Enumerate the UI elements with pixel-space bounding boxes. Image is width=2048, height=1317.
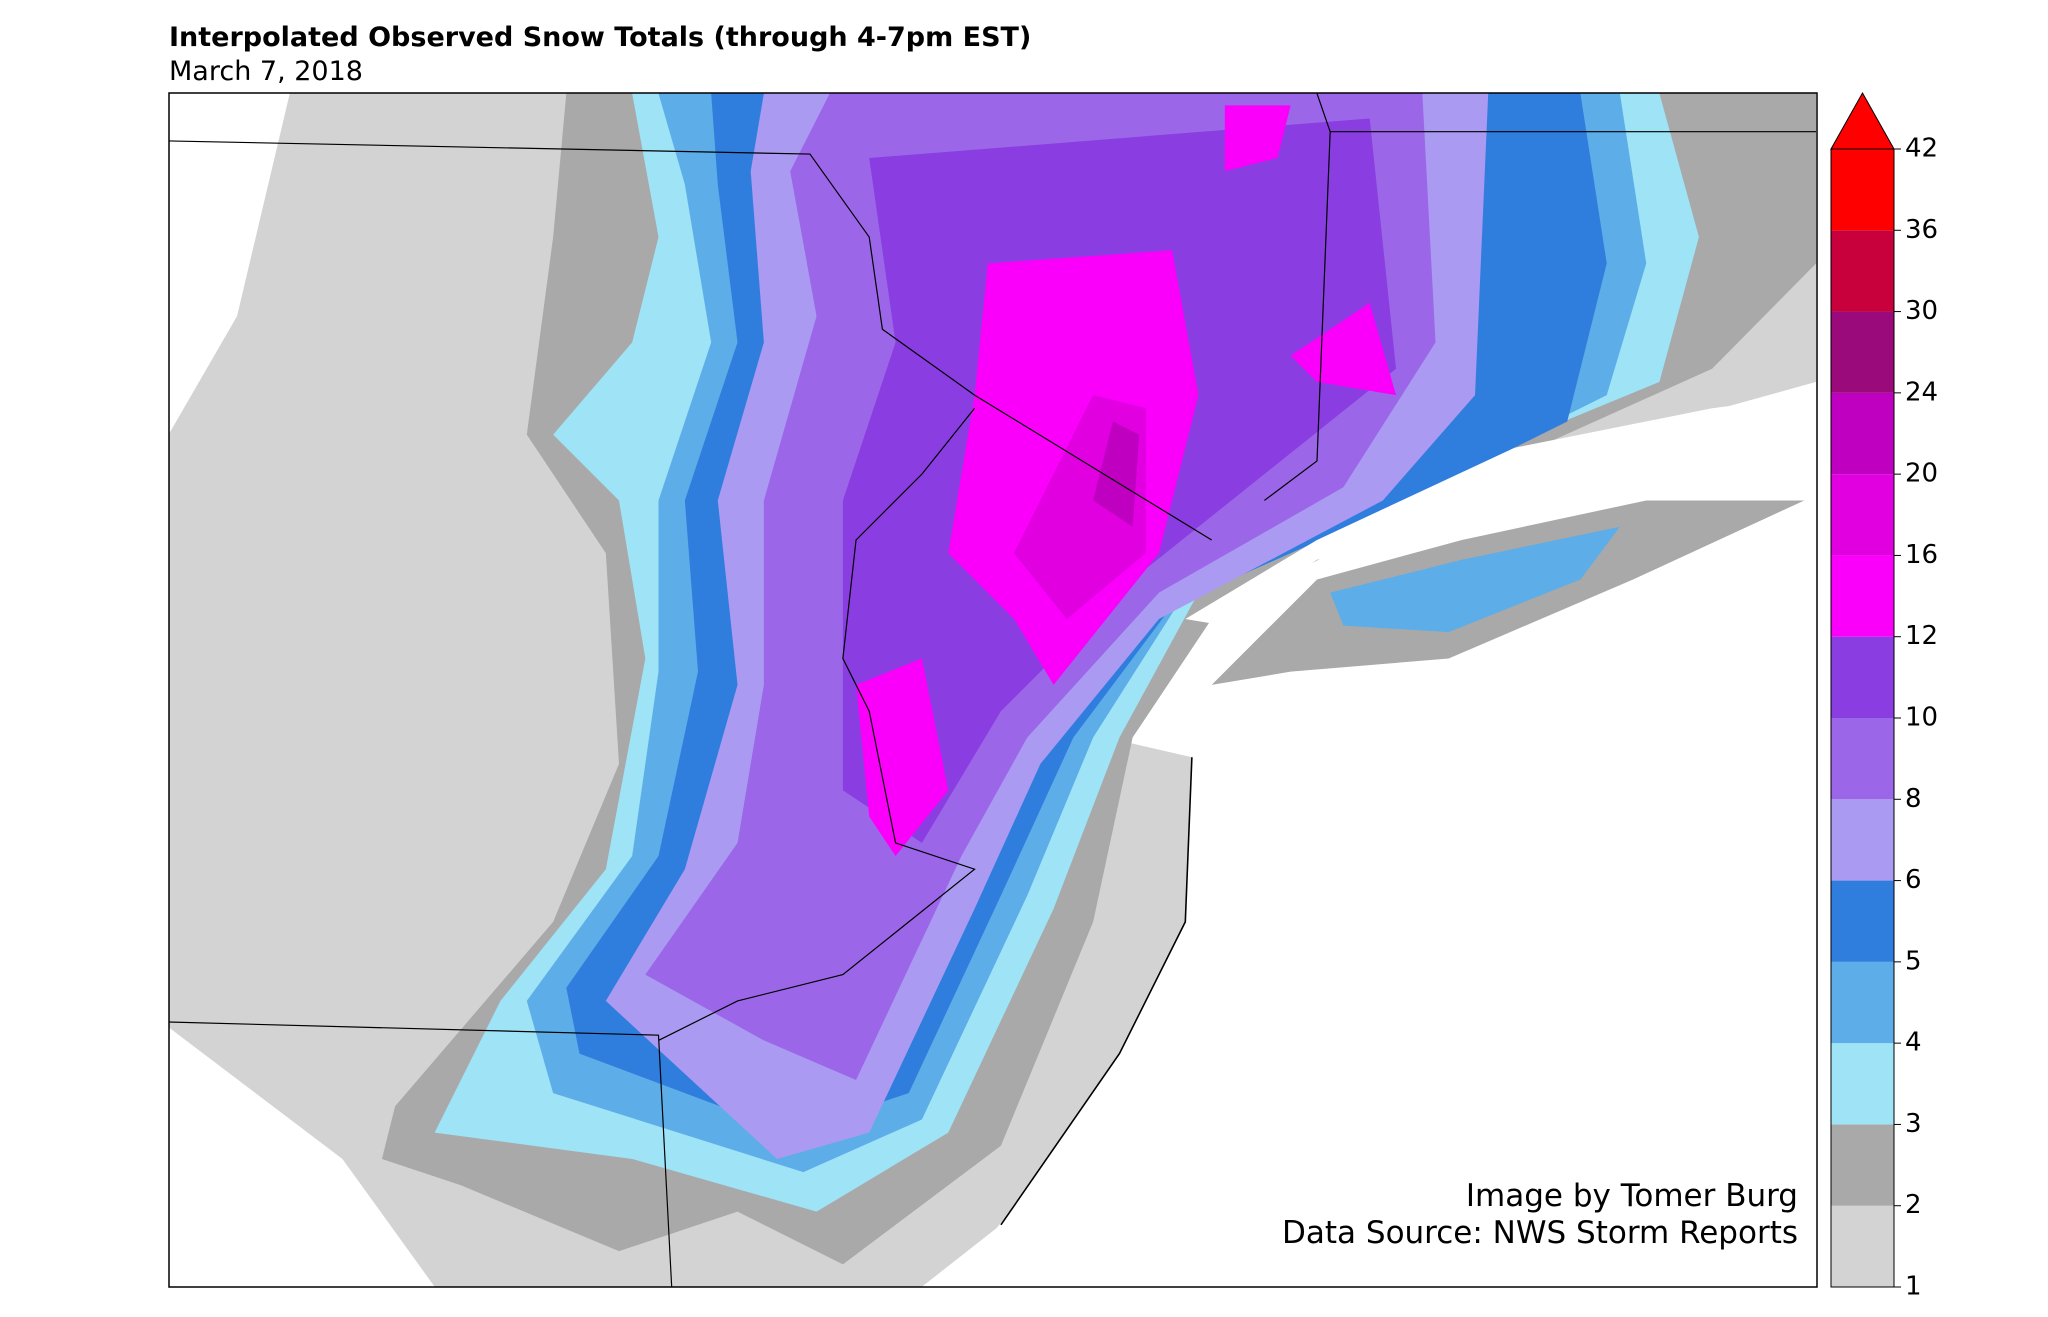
colorbar-segment: [1831, 392, 1894, 475]
border-line: [168, 140, 1212, 541]
colorbar-extend: [1830, 91, 1895, 150]
colorbar-tick-label: 16: [1905, 540, 1938, 570]
colorbar-tick-label: 42: [1905, 134, 1938, 164]
snow-contour: [856, 658, 949, 857]
snow-contour: [1185, 395, 1817, 626]
snow-contour: [1290, 302, 1397, 396]
credit: Image by Tomer Burg: [1466, 1178, 1798, 1214]
colorbar-segment: [1831, 961, 1894, 1044]
map-subtitle: March 7, 2018: [169, 56, 363, 87]
snow-contour: [948, 500, 1817, 1287]
colorbar-segment: [1831, 718, 1894, 800]
colorbar-tick-label: 3: [1905, 1109, 1922, 1139]
colorbar-segment: [1831, 799, 1894, 881]
colorbar-tick-label: 6: [1905, 865, 1922, 895]
map-title: Interpolated Observed Snow Totals (throu…: [169, 22, 1031, 53]
colorbar-tick-label: 4: [1905, 1028, 1922, 1058]
colorbar-tick-label: 24: [1905, 377, 1938, 407]
colorbar-tick-label: 12: [1905, 621, 1938, 651]
colorbar-tick-label: 30: [1905, 296, 1938, 326]
colorbar-tick-label: 20: [1905, 459, 1938, 489]
colorbar-segment: [1831, 1043, 1894, 1125]
map: [168, 93, 1817, 1287]
colorbar-segment: [1831, 230, 1894, 312]
colorbar-segment: [1831, 311, 1894, 393]
border-line: [168, 1021, 673, 1287]
border-line: [1263, 93, 1331, 501]
credit: Data Source: NWS Storm Reports: [1282, 1215, 1798, 1251]
colorbar-segment: [1831, 474, 1894, 556]
colorbar-tick-label: 1: [1905, 1272, 1922, 1302]
colorbar-segment: [1831, 555, 1894, 637]
colorbar-tick-label: 10: [1905, 703, 1938, 733]
colorbar-segment: [1831, 149, 1894, 231]
colorbar-tick-label: 5: [1905, 946, 1922, 976]
snow-contour: [1093, 421, 1140, 527]
colorbar-segment: [1831, 1205, 1894, 1287]
colorbar-segment: [1831, 880, 1894, 962]
snow-contour: [1224, 105, 1291, 172]
colorbar-segment: [1831, 636, 1894, 718]
border-line: [658, 407, 976, 1041]
colorbar-segment: [1831, 1124, 1894, 1206]
colorbar-tick-label: 36: [1905, 215, 1938, 245]
map-frame: [168, 92, 1818, 1288]
border-line: [1000, 757, 1193, 1226]
colorbar-tick-label: 2: [1905, 1190, 1922, 1220]
colorbar-tick-label: 8: [1905, 784, 1922, 814]
snow-contour: [1330, 526, 1620, 633]
